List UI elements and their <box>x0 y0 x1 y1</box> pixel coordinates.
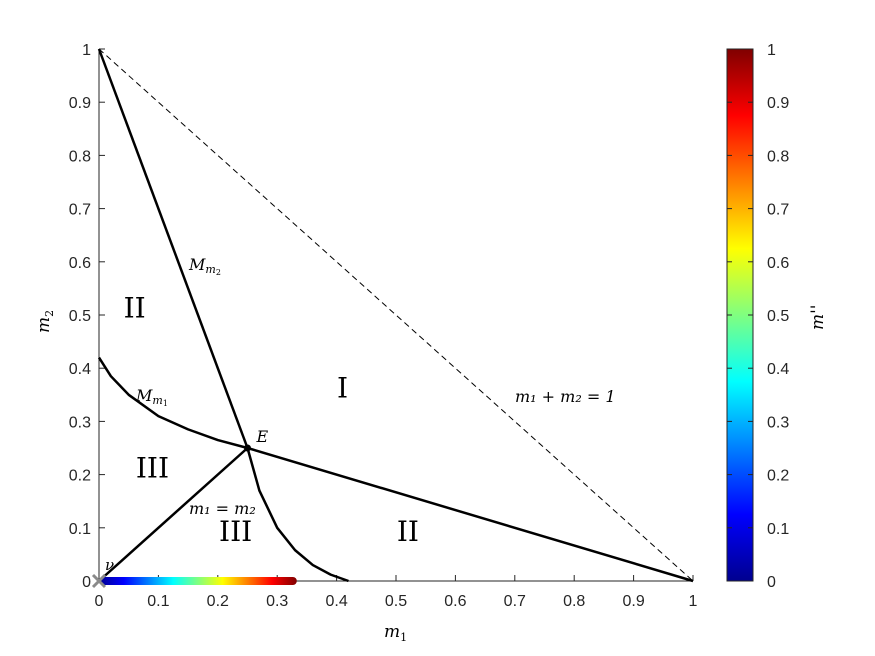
region-label: II <box>124 292 146 325</box>
y-tick-label: 0.9 <box>69 95 91 112</box>
region-label: III <box>136 451 169 484</box>
x-axis-label: m1 <box>384 622 407 644</box>
colorbar-tick-label: 0.9 <box>767 95 789 112</box>
y-ticks: 0 0.1 0.2 0.3 0.4 0.5 0.6 0.7 0.8 0.9 1 <box>69 42 105 591</box>
y-tick-label: 0.5 <box>69 308 91 325</box>
y-axis-label: m2 <box>34 310 56 333</box>
colorbar-tick-label: 0.8 <box>767 148 789 165</box>
region-label: III <box>219 515 252 548</box>
y-tick-label: 0.7 <box>69 202 91 219</box>
series-line-4 <box>98 48 694 582</box>
colorbar-label: m'' <box>808 305 828 330</box>
label-sum-line: m₁ + m₂ = 1 <box>515 387 616 406</box>
label-diagonal: m₁ = m₂ <box>189 499 256 518</box>
colorbar-tick-label: 1 <box>767 42 776 59</box>
colored-segment-group <box>99 577 297 585</box>
y-tick-label: 0.6 <box>69 255 91 272</box>
series-line-3 <box>246 447 349 583</box>
colorbar-tick-label: 0.4 <box>767 361 789 378</box>
colored-segment <box>99 577 297 585</box>
region-label: II <box>397 515 419 548</box>
y-tick-label: 0.3 <box>69 414 91 431</box>
x-tick-label: 0.2 <box>207 593 229 610</box>
x-tick-label: 0.4 <box>325 593 347 610</box>
points-group: Eν <box>91 427 269 589</box>
y-tick-label: 0 <box>82 574 91 591</box>
x-tick-label: 0 <box>95 593 104 610</box>
curve-labels: Mm2 Mm1 m₁ + m₂ = 1 m₁ = m₂ <box>135 255 616 518</box>
y-tick-label: 0.4 <box>69 361 91 378</box>
label-mm2: Mm2 <box>188 255 221 277</box>
x-tick-label: 0.8 <box>563 593 585 610</box>
colorbar-tick-label: 0.2 <box>767 468 789 485</box>
colorbar-tick-label: 0.6 <box>767 255 789 272</box>
colorbar-tick-label: 0.7 <box>767 202 789 219</box>
x-tick-label: 0.3 <box>266 593 288 610</box>
colorbar-tick-label: 0.5 <box>767 308 789 325</box>
point-nu-label: ν <box>105 556 114 574</box>
point-nu-marker <box>91 573 107 589</box>
point-e-marker <box>244 444 251 452</box>
series-line-0 <box>97 48 249 449</box>
region-label: I <box>337 371 348 404</box>
y-tick-label: 0.2 <box>69 468 91 485</box>
x-tick-label: 0.6 <box>444 593 466 610</box>
y-tick-label: 0.8 <box>69 148 91 165</box>
point-e-label: E <box>256 427 269 446</box>
series-line-2 <box>98 447 249 582</box>
x-tick-label: 1 <box>689 593 698 610</box>
label-mm1: Mm1 <box>135 386 168 408</box>
x-tick-label: 0.5 <box>385 593 407 610</box>
series-group <box>97 48 694 583</box>
series-line-1 <box>97 356 694 583</box>
colorbar-ticks: 0 0.1 0.2 0.3 0.4 0.5 0.6 0.7 0.8 0.9 1 <box>727 42 789 591</box>
colorbar-tick-label: 0 <box>767 574 776 591</box>
y-tick-label: 0.1 <box>69 521 91 538</box>
colorbar: 0 0.1 0.2 0.3 0.4 0.5 0.6 0.7 0.8 0.9 1 m'' <box>726 42 828 591</box>
x-tick-label: 0.7 <box>504 593 526 610</box>
x-tick-label: 0.1 <box>147 593 169 610</box>
y-tick-label: 1 <box>82 42 91 59</box>
colorbar-tick-label: 0.3 <box>767 414 789 431</box>
colorbar-tick-label: 0.1 <box>767 521 789 538</box>
x-tick-label: 0.9 <box>622 593 644 610</box>
x-ticks: 0 0.1 0.2 0.3 0.4 0.5 0.6 0.7 0.8 0.9 1 <box>95 575 698 610</box>
